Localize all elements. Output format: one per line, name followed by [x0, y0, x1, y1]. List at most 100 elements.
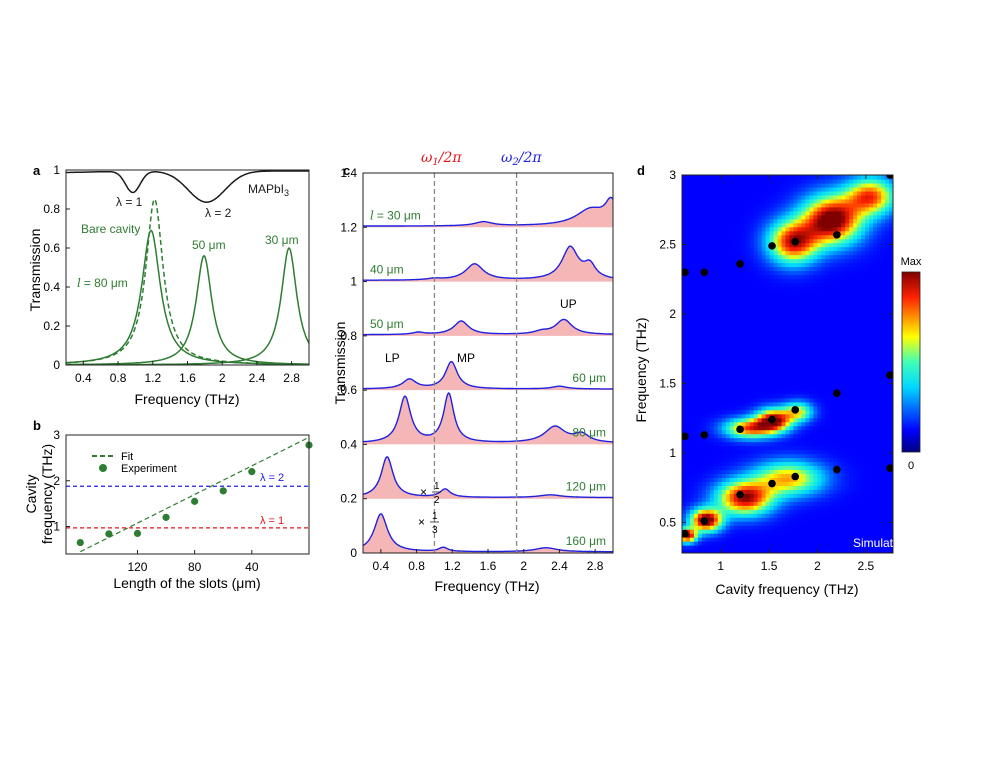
heatmap-cell — [685, 330, 691, 335]
heatmap-cell — [737, 330, 743, 335]
heatmap-cell — [865, 521, 870, 526]
heatmap-cell — [717, 350, 723, 355]
heatmap-cell — [865, 525, 870, 530]
heatmap-cell — [745, 302, 751, 307]
heatmap-cell — [869, 469, 874, 475]
heatmap-cell — [797, 338, 803, 343]
heatmap-cell — [797, 497, 803, 502]
heatmap-cell — [809, 350, 814, 355]
heatmap-cell — [693, 393, 699, 399]
heatmap-cell — [773, 226, 779, 232]
heatmap-cell — [845, 338, 850, 343]
heatmap-cell — [701, 298, 707, 303]
heatmap-cell — [741, 194, 747, 200]
heatmap-cell — [753, 481, 759, 486]
heatmap-cell — [829, 449, 834, 455]
heatmap-cell — [701, 342, 707, 347]
heatmap-cell — [685, 338, 691, 343]
heatmap-cell — [745, 246, 751, 252]
heatmap-cell — [737, 525, 743, 530]
heatmap-cell — [689, 206, 695, 212]
heatmap-cell — [733, 330, 739, 335]
heatmap-cell — [689, 346, 695, 351]
heatmap-cell — [709, 222, 715, 228]
heatmap-cell — [809, 437, 814, 443]
heatmap-cell — [845, 417, 850, 423]
heatmap-cell — [769, 489, 775, 494]
heatmap-cell — [769, 517, 775, 522]
heatmap-cell — [781, 334, 787, 339]
heatmap-cell — [821, 186, 826, 192]
heatmap-cell — [861, 493, 866, 498]
heatmap-cell — [853, 262, 858, 268]
heatmap-cell — [717, 358, 723, 363]
heatmap-cell — [801, 485, 807, 490]
heatmap-cell — [873, 413, 878, 419]
heatmap-cell — [857, 342, 862, 347]
heatmap-cell — [873, 537, 878, 542]
heatmap-cell — [845, 322, 850, 327]
panel-c-ytick-label-4: 0.8 — [340, 329, 357, 343]
heatmap-cell — [865, 274, 870, 280]
heatmap-cell — [749, 175, 755, 180]
heatmap-cell — [709, 234, 715, 240]
heatmap-cell — [745, 350, 751, 355]
heatmap-cell — [725, 238, 731, 244]
heatmap-cell — [693, 258, 699, 264]
heatmap-cell — [781, 258, 787, 264]
heatmap-cell — [769, 346, 775, 351]
heatmap-cell — [849, 218, 854, 224]
heatmap-cell — [873, 330, 878, 335]
heatmap-cell — [745, 346, 751, 351]
heatmap-cell — [825, 493, 830, 498]
heatmap-cell — [697, 497, 703, 502]
heatmap-cell — [853, 457, 858, 463]
heatmap-cell — [781, 266, 787, 272]
heatmap-cell — [801, 250, 807, 256]
heatmap-cell — [869, 381, 874, 387]
heatmap-cell — [841, 226, 846, 232]
heatmap-cell — [813, 214, 818, 220]
heatmap-cell — [757, 210, 763, 216]
heatmap-cell — [825, 322, 830, 327]
heatmap-cell — [881, 365, 886, 371]
heatmap-cell — [813, 290, 818, 295]
heatmap-cell — [837, 298, 842, 303]
heatmap-cell — [682, 445, 687, 451]
heatmap-cell — [753, 513, 759, 518]
heatmap-cell — [721, 505, 727, 510]
heatmap-cell — [809, 461, 814, 467]
heatmap-cell — [829, 282, 834, 288]
heatmap-cell — [873, 461, 878, 467]
heatmap-cell — [685, 198, 691, 204]
heatmap-cell — [701, 278, 707, 284]
heatmap-cell — [801, 545, 807, 550]
heatmap-cell — [781, 449, 787, 455]
label-lambda1-a: λ = 1 — [116, 195, 143, 209]
heatmap-cell — [733, 222, 739, 228]
heatmap-cell — [801, 461, 807, 467]
heatmap-cell — [841, 362, 846, 367]
heatmap-cell — [869, 338, 874, 343]
heatmap-cell — [821, 338, 826, 343]
heatmap-cell — [829, 397, 834, 403]
heatmap-cell — [737, 517, 743, 522]
heatmap-cell — [761, 373, 767, 379]
heatmap-cell — [761, 405, 767, 411]
heatmap-cell — [753, 425, 759, 431]
heatmap-cell — [757, 521, 763, 526]
heatmap-cell — [765, 541, 771, 546]
heatmap-cell — [805, 214, 810, 220]
heatmap-cell — [821, 226, 826, 232]
heatmap-cell — [761, 517, 767, 522]
heatmap-cell — [781, 393, 787, 399]
heatmap-cell — [765, 318, 771, 323]
heatmap-cell — [833, 254, 838, 260]
heatmap-cell — [781, 517, 787, 522]
heatmap-cell — [881, 533, 886, 538]
heatmap-cell — [821, 513, 826, 518]
heatmap-cell — [729, 194, 735, 200]
heatmap-cell — [805, 457, 810, 463]
heatmap-cell — [777, 262, 783, 268]
heatmap-cell — [873, 389, 878, 395]
